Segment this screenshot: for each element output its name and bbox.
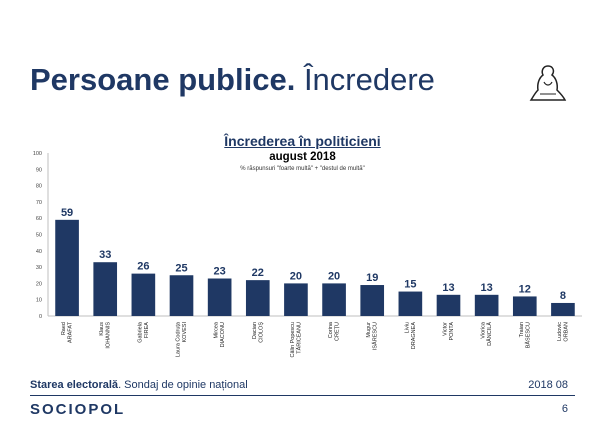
bar-value-label: 19 xyxy=(366,272,378,284)
x-tick-label-line: Traian xyxy=(519,322,525,337)
bar xyxy=(131,273,156,316)
y-tick-label: 40 xyxy=(36,249,42,255)
y-tick-label: 50 xyxy=(36,233,42,239)
page-number: 6 xyxy=(561,403,568,415)
chart-note: % răspunsuri "foarte multă" + "destul de… xyxy=(240,166,365,172)
y-tick-label: 10 xyxy=(36,298,42,304)
bar-value-label: 20 xyxy=(290,270,302,282)
footer-survey-rest: . Sondaj de opinie național xyxy=(118,379,248,391)
x-tick-label-line: DĂNCILĂ xyxy=(486,322,493,346)
y-tick-label: 100 xyxy=(33,151,42,157)
bar xyxy=(512,296,537,316)
footer-date: 2018 08 xyxy=(528,379,568,391)
x-tick-label: MirceaDIACONU xyxy=(214,321,227,347)
x-tick-label-line: TĂRICEANU xyxy=(295,322,302,354)
x-tick-label-line: DIACONU xyxy=(220,322,226,347)
x-tick-label-line: Laura Codruța xyxy=(176,321,182,357)
chart-title: Încrederea în politicieni xyxy=(224,133,381,149)
x-tick-label-line: Călin Popescu xyxy=(290,322,296,357)
bar xyxy=(398,291,423,316)
bar-value-label: 15 xyxy=(404,279,416,291)
x-tick-label: GabrielaFIREA xyxy=(137,321,150,343)
x-tick-label-line: CIOLOȘ xyxy=(258,322,264,343)
bar xyxy=(474,294,499,316)
x-tick-label: CorinaCREȚU xyxy=(328,321,341,341)
y-tick-label: 70 xyxy=(36,200,42,206)
footer-survey-label: Starea electorală. Sondaj de opinie nați… xyxy=(30,379,248,391)
x-tick-label-line: ORBAN xyxy=(563,322,569,342)
bar-value-label: 13 xyxy=(442,282,454,294)
bar-value-label: 22 xyxy=(252,267,264,279)
bar xyxy=(284,283,308,316)
x-tick-label-line: CREȚU xyxy=(335,322,341,341)
x-tick-label-line: ISĂRESCU xyxy=(372,322,379,350)
x-tick-label: KlausIOHANNIS xyxy=(99,322,112,349)
x-tick-label-line: PONTA xyxy=(449,322,455,341)
x-tick-label-line: Mircea xyxy=(214,321,220,338)
bar-value-label: 23 xyxy=(214,266,226,278)
slide-title: Persoane publice. Încredere xyxy=(30,62,435,98)
bar-value-label: 20 xyxy=(328,270,340,282)
bar xyxy=(207,278,232,316)
bar xyxy=(551,302,575,316)
x-tick-label-line: IOHANNIS xyxy=(106,322,112,349)
x-tick-label-line: Klaus xyxy=(99,322,105,336)
x-tick-label: TraianBĂSESCU xyxy=(519,322,532,348)
x-tick-label: DacianCIOLOȘ xyxy=(252,322,265,343)
y-tick-label: 90 xyxy=(36,167,42,173)
bar xyxy=(436,294,461,316)
footer-divider xyxy=(30,395,575,396)
x-tick-label: VioricaDĂNCILĂ xyxy=(481,321,494,346)
x-tick-label-line: DRAGNEA xyxy=(411,322,417,350)
bar xyxy=(93,262,118,316)
x-tick-label-line: FIREA xyxy=(144,322,150,339)
bar xyxy=(245,280,270,316)
x-tick-label-line: KOVESI xyxy=(182,322,188,343)
bar-value-label: 8 xyxy=(560,290,566,302)
x-tick-label-line: Gabriela xyxy=(137,321,143,343)
x-tick-label-line: BĂSESCU xyxy=(524,322,531,348)
bar-value-label: 59 xyxy=(61,207,73,219)
footer-survey-bold: Starea electorală xyxy=(30,379,119,391)
bar xyxy=(322,283,346,316)
x-tick-label: Călin PopescuTĂRICEANU xyxy=(290,322,303,357)
chart-subtitle: august 2018 xyxy=(269,151,336,163)
y-tick-label: 80 xyxy=(36,184,42,190)
slide-title-bold: Persoane publice. xyxy=(30,62,296,97)
y-tick-label: 0 xyxy=(39,314,42,320)
y-tick-label: 60 xyxy=(36,216,42,222)
x-tick-label-line: Victor xyxy=(443,322,449,336)
x-tick-label: VictorPONTA xyxy=(443,322,456,341)
bar-value-label: 12 xyxy=(519,283,531,295)
x-tick-label-line: Ludovic xyxy=(557,322,563,341)
bar xyxy=(169,275,194,316)
x-tick-label: LudovicORBAN xyxy=(557,322,570,342)
slide-title-rest: Încredere xyxy=(295,62,435,97)
brand-logo-text: SOCIOPOL xyxy=(30,401,126,418)
x-tick-label-line: ARAFAT xyxy=(68,321,74,343)
y-tick-label: 30 xyxy=(36,265,42,271)
y-tick-label: 20 xyxy=(36,281,42,287)
bar-value-label: 25 xyxy=(175,262,187,274)
x-tick-label: Laura CodruțaKOVESI xyxy=(176,321,189,357)
bar-value-label: 13 xyxy=(481,282,493,294)
bar-value-label: 33 xyxy=(99,249,111,261)
bar-value-label: 26 xyxy=(137,261,149,273)
x-tick-label-line: Raed xyxy=(61,322,67,335)
x-tick-label-line: Liviu xyxy=(404,322,410,333)
x-tick-label-line: Mugur xyxy=(366,322,372,338)
bar xyxy=(360,285,385,316)
sociopol-logo-icon xyxy=(529,65,567,101)
bar xyxy=(55,219,79,316)
x-tick-label-line: Viorica xyxy=(481,321,487,339)
x-tick-label-line: Corina xyxy=(328,321,334,338)
x-tick-label: MugurISĂRESCU xyxy=(366,322,379,350)
x-tick-label-line: Dacian xyxy=(252,322,258,339)
x-tick-label: LiviuDRAGNEA xyxy=(404,322,417,350)
x-tick-label: RaedARAFAT xyxy=(61,321,74,343)
